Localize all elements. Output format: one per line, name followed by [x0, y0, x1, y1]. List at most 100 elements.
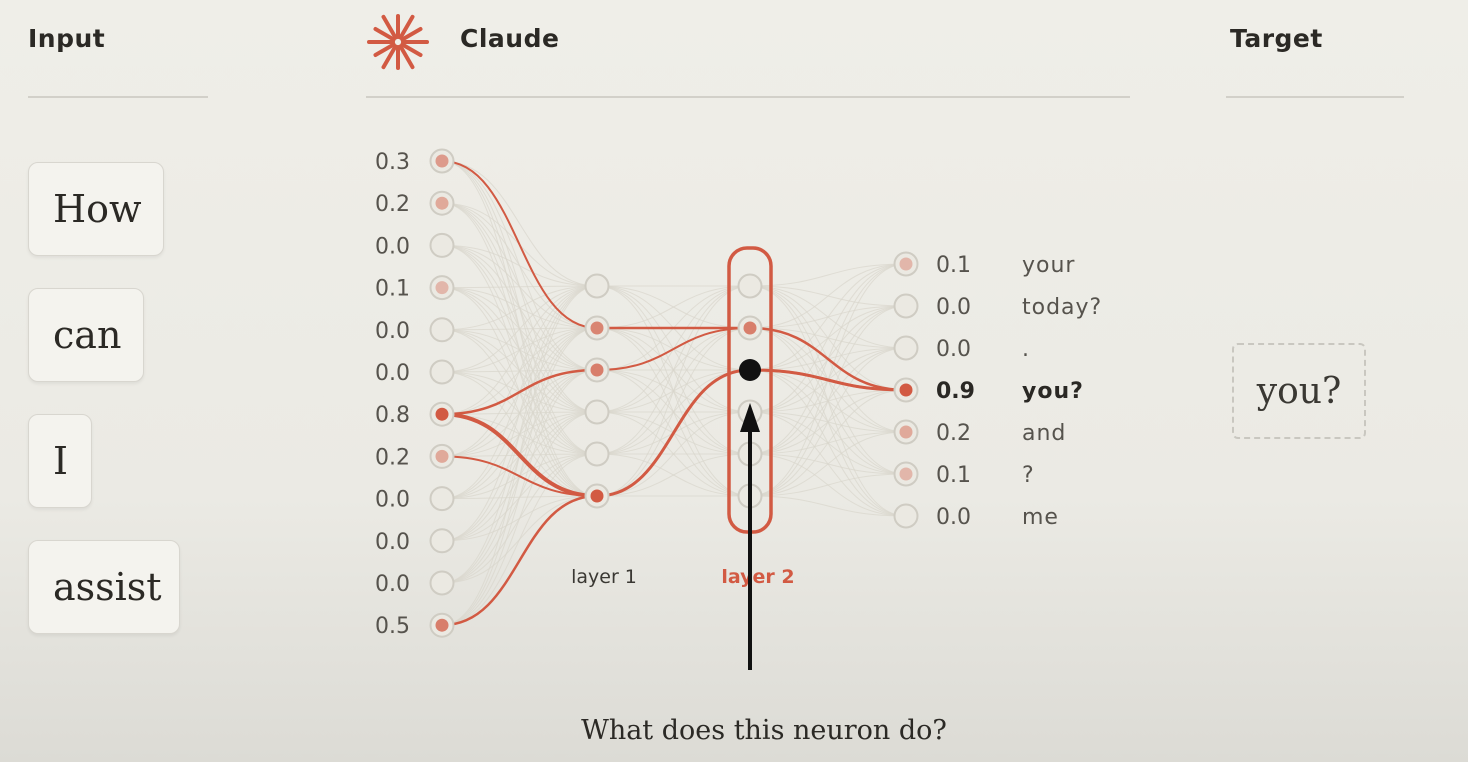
edge [441, 244, 598, 287]
edge-active [441, 494, 598, 627]
input-value-label: 0.3 [375, 150, 410, 175]
edge-active [749, 368, 907, 392]
network-edges-faint [441, 160, 907, 626]
edge [596, 453, 751, 497]
output-neuron [893, 377, 919, 403]
input-value-label: 0.2 [375, 445, 410, 470]
output-value-label: 0.0 [936, 337, 971, 362]
edge-active [441, 455, 598, 497]
layer2-neuron [737, 315, 763, 341]
edge [441, 411, 598, 626]
input-neuron [429, 359, 455, 385]
output-token-label: today? [1022, 295, 1102, 320]
output-neuron [893, 461, 919, 487]
input-value-label: 0.1 [375, 277, 410, 302]
edge [441, 369, 598, 626]
edge [596, 285, 751, 329]
output-neuron [893, 419, 919, 445]
edge [441, 285, 598, 542]
output-value-label: 0.2 [936, 421, 971, 446]
edge [596, 285, 751, 497]
edge [749, 263, 907, 413]
input-value-label: 0.0 [375, 361, 410, 386]
target-header-rule [1226, 96, 1404, 98]
edge [749, 305, 907, 497]
neural-network-diagram: 0.3 0.2 0.0 0.1 0.0 0.0 0.8 0.2 0.0 0.0 0.0 0.5 0.1 y… [375, 148, 1102, 670]
output-neuron [893, 293, 919, 319]
network-edges-active [441, 160, 907, 627]
edge [596, 285, 751, 455]
edge [749, 431, 907, 497]
input-neuron [429, 486, 455, 512]
output-value-label: 0.1 [936, 463, 971, 488]
target-token: you? [1232, 343, 1366, 439]
input-token: assist [28, 540, 180, 634]
input-token: How [28, 162, 164, 256]
input-neuron [429, 528, 455, 554]
edge [749, 389, 907, 497]
edge [441, 160, 598, 287]
edge [441, 285, 598, 289]
layer1-neuron [584, 357, 610, 383]
output-value-label: 0.0 [936, 295, 971, 320]
edge [749, 263, 907, 371]
input-token: I [28, 414, 92, 508]
input-value-label: 0.0 [375, 488, 410, 513]
layer1-label: layer 1 [571, 566, 637, 588]
layer1-neuron [584, 399, 610, 425]
output-value-label: 0.1 [936, 253, 971, 278]
output-token-label: you? [1022, 379, 1084, 404]
edge [441, 285, 598, 415]
input-value-label: 0.0 [375, 319, 410, 344]
edge [596, 327, 751, 497]
model-header: Claude [460, 24, 560, 53]
pointer-arrow [740, 403, 760, 670]
input-value-label: 0.2 [375, 192, 410, 217]
input-neuron [429, 401, 455, 427]
output-neuron [893, 335, 919, 361]
input-header: Input [28, 24, 106, 53]
edge [749, 263, 907, 329]
edge-active [441, 412, 598, 498]
edge-active [749, 326, 907, 392]
edge [441, 285, 598, 457]
edge [749, 347, 907, 497]
layer2-neuron [739, 359, 761, 381]
edge [749, 473, 907, 497]
input-value-label: 0.5 [375, 614, 410, 639]
edge [441, 285, 598, 331]
input-neuron [429, 570, 455, 596]
input-value-label: 0.0 [375, 234, 410, 259]
input-value-label: 0.0 [375, 530, 410, 555]
layer1-neuron [584, 441, 610, 467]
layer2-neuron [737, 273, 763, 299]
output-neuron [893, 503, 919, 529]
input-value-label: 0.0 [375, 572, 410, 597]
input-neuron [429, 443, 455, 469]
output-value-label: 0.9 [936, 379, 975, 404]
input-neuron [429, 317, 455, 343]
claude-sunburst-icon [366, 10, 430, 74]
edge [441, 453, 598, 626]
edge-active [441, 160, 598, 329]
edge [441, 285, 598, 373]
input-value-label: 0.8 [375, 403, 410, 428]
output-token-label: ? [1022, 463, 1035, 488]
edge-active [596, 368, 751, 498]
layer1-neuron [584, 483, 610, 509]
edge-active [441, 368, 598, 416]
input-token: can [28, 288, 144, 382]
edge [749, 495, 907, 517]
input-neuron [429, 190, 455, 216]
edge [441, 285, 598, 584]
output-token-label: me [1022, 505, 1059, 530]
output-neuron [893, 251, 919, 277]
input-neuron [429, 148, 455, 174]
input-neuron [429, 275, 455, 301]
input-neuron [429, 232, 455, 258]
network-nodes [429, 148, 919, 638]
output-token-label: . [1022, 337, 1030, 362]
input-header-rule [28, 96, 208, 98]
output-value-label: 0.0 [936, 505, 971, 530]
layer2-label: layer 2 [721, 566, 794, 588]
